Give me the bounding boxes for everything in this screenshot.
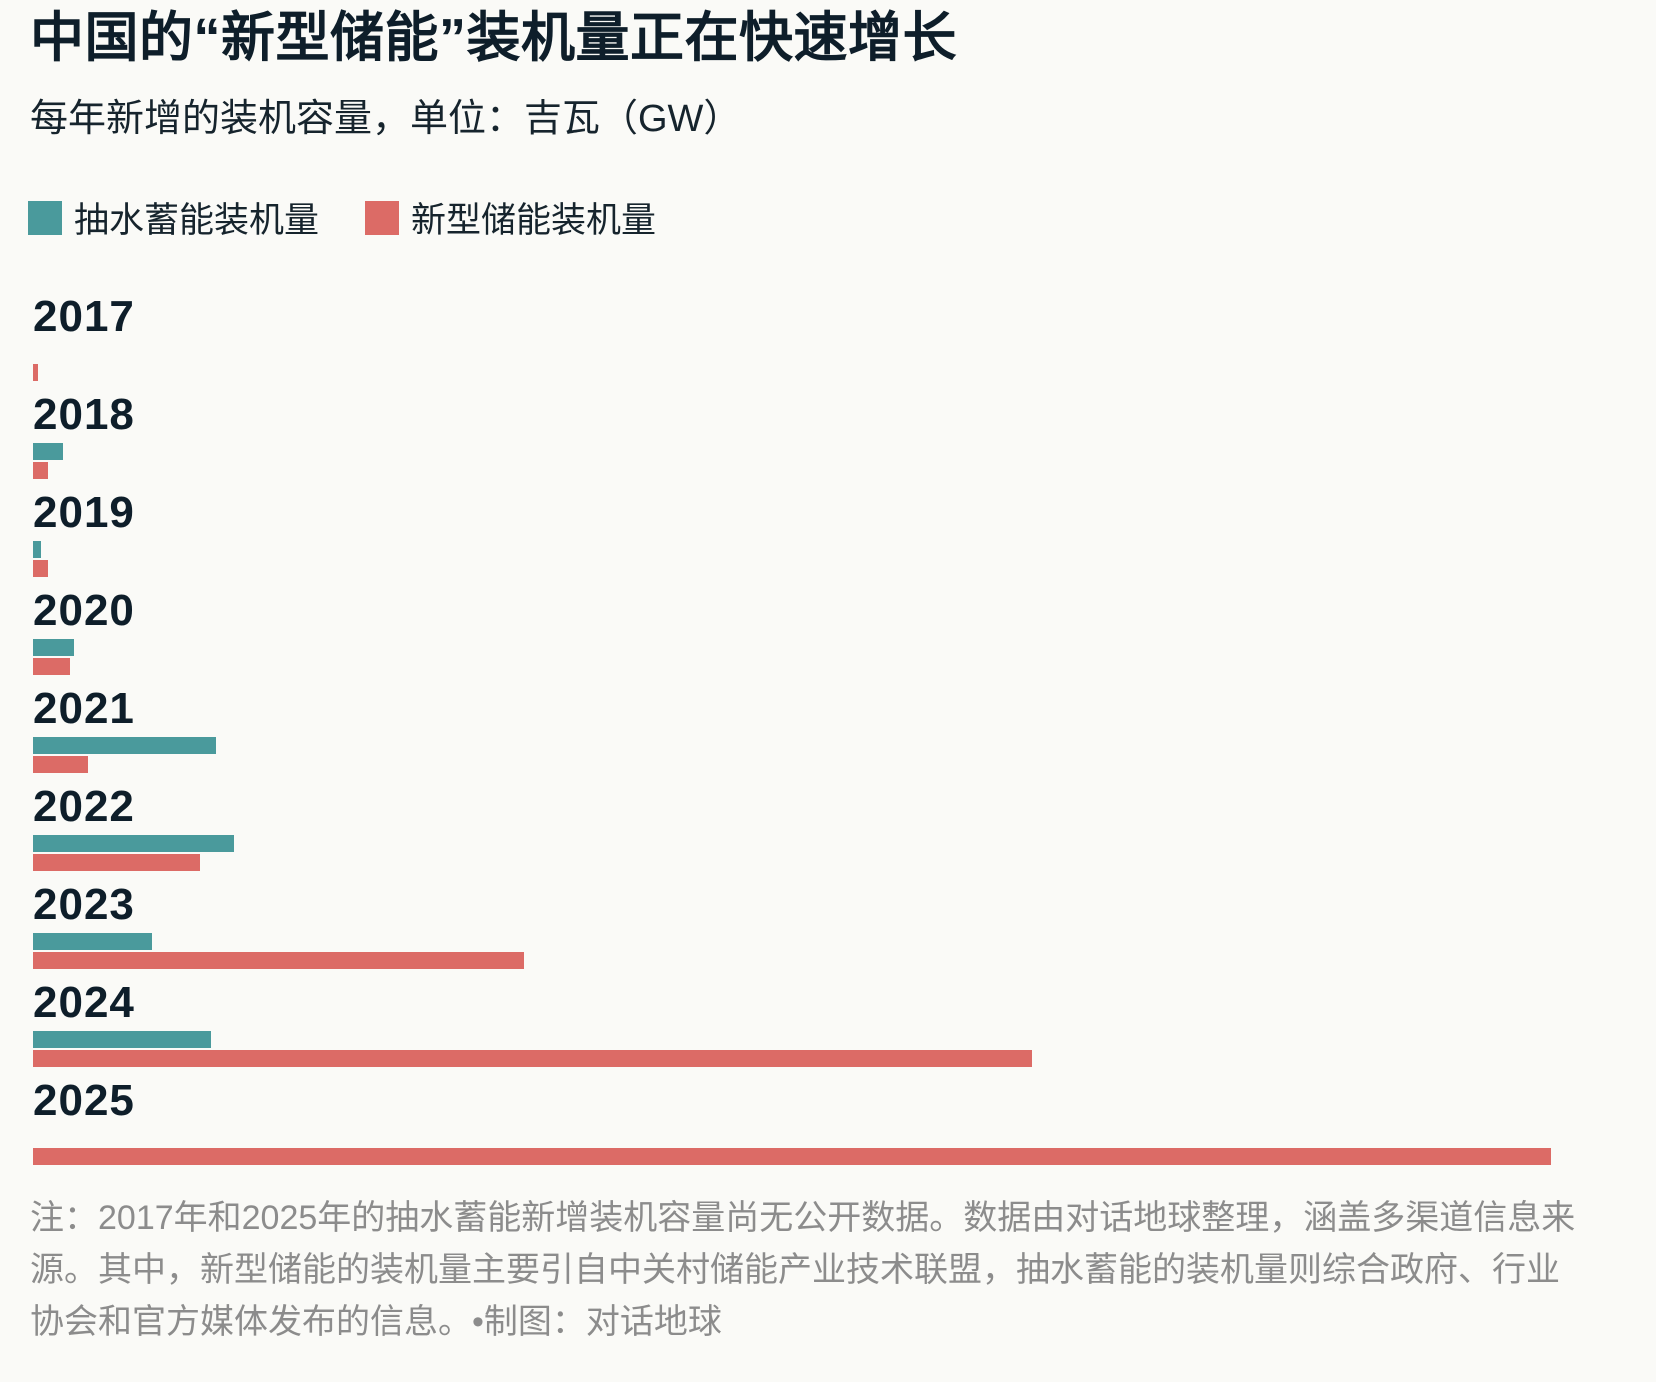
bar-slot: [33, 1129, 1656, 1146]
bar-group: [33, 737, 1656, 773]
chart-row: 2021: [33, 687, 1656, 773]
page-title: 中国的“新型储能”装机量正在快速增长: [30, 8, 957, 68]
new-type-storage-bar: [33, 756, 88, 773]
bar-slot: [33, 345, 1656, 362]
legend: 抽水蓄能装机量 新型储能装机量: [28, 192, 656, 243]
new-type-storage-bar: [33, 364, 38, 381]
legend-item-pumped-storage: 抽水蓄能装机量: [28, 192, 319, 243]
bar-slot: [33, 364, 1656, 381]
pumped-storage-bar: [33, 639, 74, 656]
bar-slot: [33, 933, 1656, 950]
year-label: 2017: [33, 292, 135, 341]
chart-row: 2022: [33, 785, 1656, 871]
year-label: 2023: [33, 880, 135, 929]
bar-slot: [33, 443, 1656, 460]
year-label: 2025: [33, 1076, 135, 1125]
bar-slot: [33, 658, 1656, 675]
new-type-storage-bar: [33, 952, 524, 969]
pumped-storage-swatch-icon: [28, 200, 62, 235]
bar-group: [33, 933, 1656, 969]
chart-row: 2025: [33, 1079, 1656, 1165]
new-type-storage-bar: [33, 1148, 1551, 1165]
footnote: 注：2017年和2025年的抽水蓄能新增装机容量尚无公开数据。数据由对话地球整理…: [30, 1199, 1576, 1341]
year-label: 2019: [33, 488, 135, 537]
new-type-storage-swatch-icon: [365, 200, 400, 235]
bar-chart: 2017 2018 2019 2020 2021 2022 2023 2024 2025: [33, 295, 1656, 1177]
year-label: 2018: [33, 390, 135, 439]
bar-group: [33, 1031, 1656, 1067]
chart-row: 2024: [33, 981, 1656, 1067]
bar-group: [33, 639, 1656, 675]
chart-row: 2023: [33, 883, 1656, 969]
bar-slot: [33, 1148, 1656, 1165]
year-label: 2022: [33, 782, 135, 831]
new-type-storage-bar: [33, 1050, 1032, 1067]
chart-row: 2018: [33, 393, 1656, 479]
bar-slot: [33, 541, 1656, 558]
legend-item-new-type-storage: 新型储能装机量: [365, 192, 656, 243]
bar-group: [33, 345, 1656, 381]
bar-group: [33, 443, 1656, 479]
pumped-storage-bar: [33, 1031, 211, 1048]
bar-group: [33, 1129, 1656, 1165]
pumped-storage-bar: [33, 541, 41, 558]
chart-row: 2020: [33, 589, 1656, 675]
year-label: 2024: [33, 978, 135, 1027]
pumped-storage-bar: [33, 933, 152, 950]
bar-slot: [33, 952, 1656, 969]
bar-slot: [33, 854, 1656, 871]
pumped-storage-bar: [33, 737, 216, 754]
new-type-storage-bar: [33, 462, 48, 479]
new-type-storage-bar: [33, 658, 70, 675]
pumped-storage-bar: [33, 443, 63, 460]
pumped-storage-bar: [33, 835, 234, 852]
bar-slot: [33, 560, 1656, 577]
legend-label-new-type-storage: 新型储能装机量: [411, 201, 657, 240]
bar-slot: [33, 639, 1656, 656]
new-type-storage-bar: [33, 854, 200, 871]
new-type-storage-bar: [33, 560, 48, 577]
bar-group: [33, 835, 1656, 871]
chart-row: 2017: [33, 295, 1656, 381]
chart-row: 2019: [33, 491, 1656, 577]
year-label: 2020: [33, 586, 135, 635]
year-label: 2021: [33, 684, 135, 733]
bar-slot: [33, 1031, 1656, 1048]
bar-group: [33, 541, 1656, 577]
legend-label-pumped-storage: 抽水蓄能装机量: [74, 201, 320, 240]
bar-slot: [33, 737, 1656, 754]
bar-slot: [33, 1050, 1656, 1067]
bar-slot: [33, 462, 1656, 479]
bar-slot: [33, 835, 1656, 852]
chart-subtitle: 每年新增的装机容量，单位：吉瓦（GW）: [30, 98, 742, 140]
bar-slot: [33, 756, 1656, 773]
